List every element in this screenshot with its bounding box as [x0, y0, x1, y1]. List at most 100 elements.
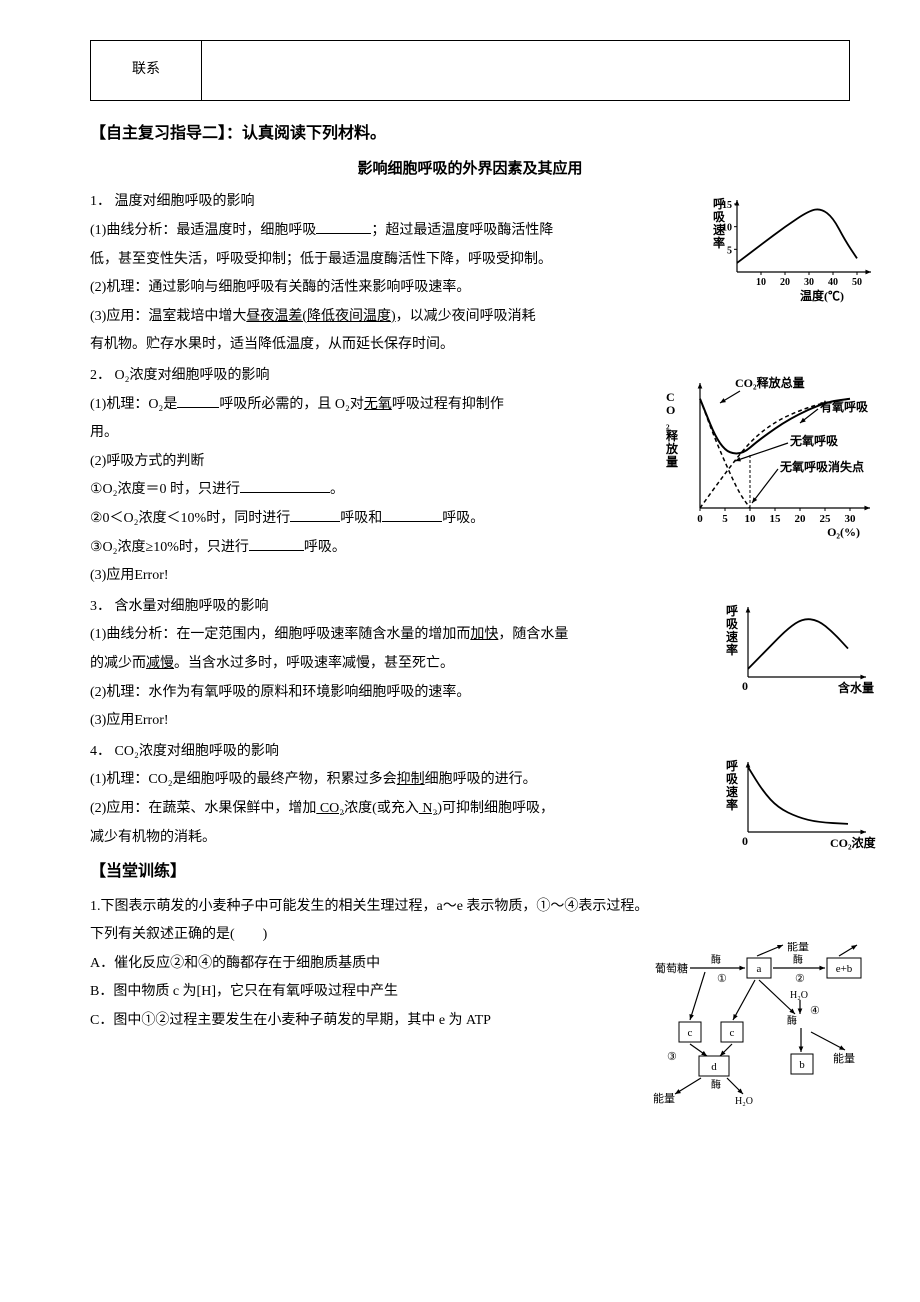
svg-text:15: 15	[770, 513, 782, 525]
table-empty-cell	[202, 41, 850, 101]
svg-text:速: 速	[726, 784, 738, 799]
svg-text:0: 0	[742, 679, 748, 693]
s1-p1c: 低，甚至变性失活，呼吸受抑制；低于最适温度酶活性下降，呼吸受抑制。	[90, 247, 590, 274]
svg-text:释: 释	[666, 428, 679, 443]
svg-text:H₂O: H₂O	[735, 1096, 753, 1107]
svg-text:率: 率	[713, 235, 725, 250]
svg-text:速: 速	[726, 629, 738, 644]
subtitle: 影响细胞呼吸的外界因素及其应用	[90, 155, 850, 184]
svg-text:5: 5	[727, 246, 732, 257]
svg-text:有氧呼吸: 有氧呼吸	[820, 399, 869, 414]
table-label-cell: 联系	[91, 41, 202, 101]
svg-text:d: d	[711, 1061, 717, 1073]
svg-text:无氧呼吸消失点: 无氧呼吸消失点	[779, 459, 864, 474]
svg-text:30: 30	[845, 513, 857, 525]
relation-table: 联系	[90, 40, 850, 101]
s2-head: 2． O₂浓度对细胞呼吸的影响	[90, 363, 570, 390]
svg-text:吸: 吸	[726, 617, 739, 631]
svg-text:④: ④	[810, 1005, 820, 1017]
svg-text:酶: 酶	[787, 1014, 797, 1027]
svg-text:酶: 酶	[711, 1078, 721, 1091]
svg-text:0: 0	[697, 513, 703, 525]
svg-text:a: a	[757, 963, 762, 975]
s4-head: 4． CO₂浓度对细胞呼吸的影响	[90, 739, 600, 766]
svg-text:O₂(%): O₂(%)	[827, 525, 860, 539]
svg-text:放: 放	[665, 441, 679, 456]
svg-text:15: 15	[722, 200, 732, 211]
svg-text:c: c	[688, 1027, 693, 1039]
s1-p3c: 有机物。贮存水果时，适当降低温度，从而延长保存时间。	[90, 332, 590, 359]
svg-text:10: 10	[745, 513, 757, 525]
question-1: 葡萄糖酶①a酶②e+b能量H₂O④酶ccd③酶能量H₂Ob能量 1.下图表示萌发…	[90, 894, 850, 1035]
svg-text:50: 50	[852, 277, 862, 288]
s1-p1: (1)曲线分析：最适温度时，细胞呼吸；超过最适温度呼吸酶活性降	[90, 218, 590, 245]
svg-text:30: 30	[804, 277, 814, 288]
svg-text:呼: 呼	[726, 758, 738, 773]
svg-text:25: 25	[820, 513, 832, 525]
s2-p2b: ②0＜O₂浓度＜10%时，同时进行呼吸和呼吸。	[90, 506, 570, 533]
svg-text:无氧呼吸: 无氧呼吸	[789, 433, 839, 448]
svg-text:③: ③	[667, 1051, 677, 1063]
q1-stem1: 1.下图表示萌发的小麦种子中可能发生的相关生理过程，a～e 表示物质，①～④表示…	[90, 894, 830, 921]
svg-text:CO₂浓度: CO₂浓度	[830, 835, 877, 850]
section-temperature: 呼吸速率510151020304050温度(℃) 1． 温度对细胞呼吸的影响 (…	[90, 189, 850, 359]
svg-text:e+b: e+b	[836, 963, 853, 975]
s3-p2: (2)机理：水作为有氧呼吸的原料和环境影响细胞呼吸的速率。	[90, 680, 600, 707]
s4-p2: (2)应用：在蔬菜、水果保鲜中，增加 CO₂浓度(或充入 N₂)可抑制细胞呼吸，	[90, 796, 600, 823]
svg-text:c: c	[730, 1027, 735, 1039]
s2-p2: (2)呼吸方式的判断	[90, 449, 570, 476]
svg-text:呼: 呼	[726, 603, 738, 618]
svg-text:20: 20	[780, 277, 790, 288]
svg-text:10: 10	[756, 277, 766, 288]
s2-p3: (3)应用Error!	[90, 563, 570, 590]
svg-text:5: 5	[722, 513, 728, 525]
svg-text:能量: 能量	[787, 942, 809, 953]
svg-text:C: C	[666, 390, 675, 404]
svg-text:₂: ₂	[666, 416, 670, 430]
svg-text:能量: 能量	[653, 1091, 675, 1105]
section-2-title: 【自主复习指导二】：认真阅读下列材料。	[90, 119, 850, 149]
chart-co2: 呼吸速率 0 CO₂浓度	[720, 754, 880, 854]
svg-text:能量: 能量	[833, 1051, 855, 1065]
s1-p3: (3)应用：温室栽培中增大昼夜温差(降低夜间温度)，以减少夜间呼吸消耗	[90, 304, 590, 331]
svg-text:量: 量	[666, 455, 678, 469]
svg-text:吸: 吸	[726, 772, 739, 786]
q1-opt-a: A．催化反应②和④的酶都存在于细胞质基质中	[90, 951, 610, 978]
svg-text:率: 率	[726, 642, 738, 657]
training-head: 【当堂训练】	[90, 857, 850, 887]
svg-text:20: 20	[795, 513, 807, 525]
section-co2: 呼吸速率0CO₂浓度 4． CO₂浓度对细胞呼吸的影响 (1)机理：CO₂是细胞…	[90, 739, 850, 851]
svg-text:b: b	[799, 1059, 805, 1071]
section-water: 呼吸速率0含水量 3． 含水量对细胞呼吸的影响 (1)曲线分析：在一定范围内，细…	[90, 594, 850, 735]
s2-p1d: 用。	[90, 420, 570, 447]
s3-p3: (3)应用Error!	[90, 708, 600, 735]
s2-p1: (1)机理：O₂是呼吸所必需的，且 O₂对无氧呼吸过程有抑制作	[90, 392, 570, 419]
svg-text:葡萄糖: 葡萄糖	[655, 961, 688, 975]
q1-opt-c: C．图中①②过程主要发生在小麦种子萌发的早期，其中 e 为 ATP	[90, 1008, 610, 1035]
chart-water: 呼吸速率 0 含水量	[720, 599, 880, 699]
s4-p1: (1)机理：CO₂是细胞呼吸的最终产物，积累过多会抑制细胞呼吸的进行。	[90, 767, 600, 794]
svg-text:O: O	[666, 403, 675, 417]
svg-text:①: ①	[717, 973, 727, 985]
s2-p2a: ①O₂浓度＝0 时，只进行。	[90, 477, 570, 504]
svg-text:含水量: 含水量	[838, 680, 874, 695]
svg-text:0: 0	[742, 834, 748, 848]
chart-o2: CO₂释放量 0 5 10 15 20 25 30O₂(%) CO₂释放总量有氧呼吸无氧呼吸无氧…	[660, 373, 885, 543]
svg-text:H₂O: H₂O	[790, 990, 808, 1001]
svg-text:率: 率	[726, 797, 738, 812]
svg-text:②: ②	[795, 973, 805, 985]
s3-head: 3． 含水量对细胞呼吸的影响	[90, 594, 600, 621]
svg-text:酶: 酶	[793, 953, 803, 966]
q1-opt-b: B．图中物质 c 为[H]，它只在有氧呼吸过程中产生	[90, 979, 610, 1006]
svg-text:温度(℃): 温度(℃)	[800, 288, 844, 303]
svg-text:酶: 酶	[711, 953, 721, 966]
svg-text:CO₂释放总量: CO₂释放总量	[735, 375, 805, 390]
chart-temperature: 呼吸速率510151020304050温度(℃)	[705, 194, 880, 309]
s4-p2d: 减少有机物的消耗。	[90, 825, 600, 852]
svg-text:10: 10	[722, 223, 732, 234]
s3-p1b: 的减少而减慢。当含水过多时，呼吸速率减慢，甚至死亡。	[90, 651, 600, 678]
diagram-q1: 葡萄糖酶①a酶②e+b能量H₂O④酶ccd③酶能量H₂Ob能量	[635, 942, 870, 1107]
s1-p2: (2)机理：通过影响与细胞呼吸有关酶的活性来影响呼吸速率。	[90, 275, 590, 302]
s1-head: 1． 温度对细胞呼吸的影响	[90, 189, 590, 216]
q1-stem2: 下列有关叙述正确的是( )	[90, 922, 610, 949]
